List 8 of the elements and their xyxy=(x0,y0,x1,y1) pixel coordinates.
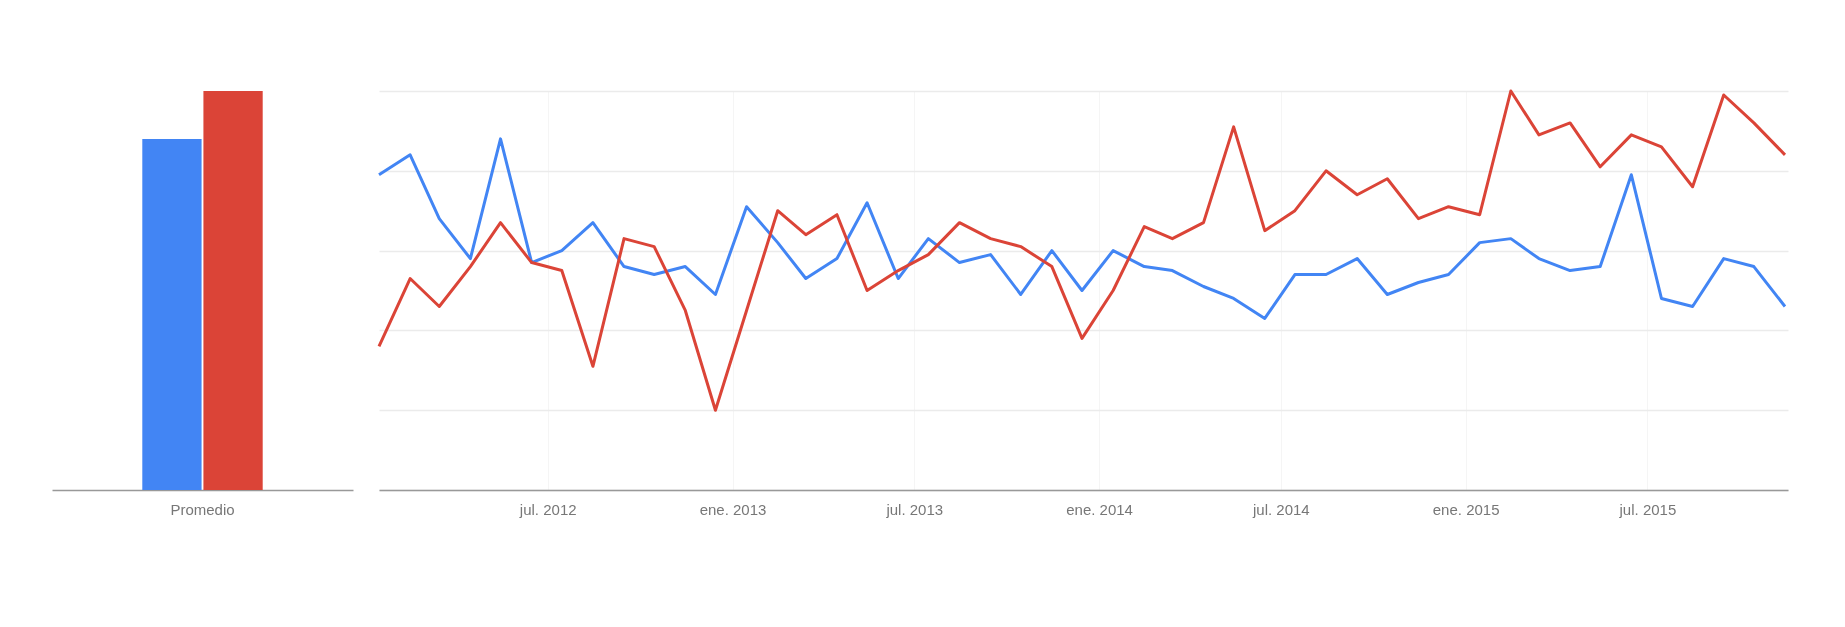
x-tick-label: jul. 2013 xyxy=(885,500,944,518)
x-tick-label: Promedio xyxy=(170,500,235,518)
x-tick-label: jul. 2012 xyxy=(518,500,577,518)
x-tick-label: jul. 2014 xyxy=(1251,500,1310,518)
x-tick-label: jul. 2015 xyxy=(1618,500,1677,518)
x-tick-label: ene. 2013 xyxy=(699,500,767,518)
x-tick-label: ene. 2015 xyxy=(1432,500,1500,518)
x-tick-label: ene. 2014 xyxy=(1066,500,1133,518)
